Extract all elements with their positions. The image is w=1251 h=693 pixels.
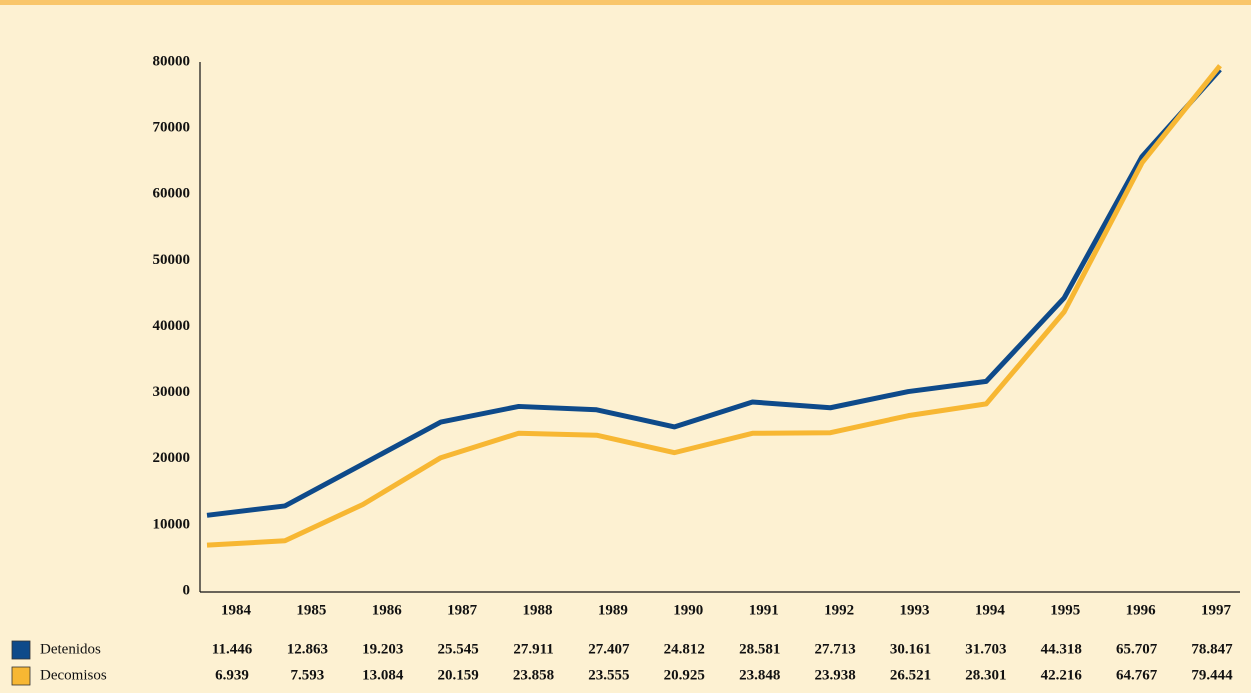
table-value: 78.847 (1191, 641, 1233, 657)
y-tick-label: 60000 (153, 186, 191, 202)
x-tick-label: 1997 (1201, 602, 1232, 618)
line-series (206, 64, 1222, 548)
table-value: 31.703 (965, 641, 1006, 657)
legend-label: Decomisos (40, 667, 107, 683)
table-value: 30.161 (890, 641, 931, 657)
table-value: 25.545 (438, 641, 479, 657)
y-tick-label: 0 (183, 582, 191, 598)
table-value: 27.407 (588, 641, 630, 657)
x-tick-label: 1990 (673, 602, 703, 618)
y-tick-label: 10000 (153, 516, 191, 532)
y-tick-label: 50000 (153, 252, 191, 268)
table-value: 64.767 (1116, 667, 1158, 683)
table-value: 27.713 (814, 641, 855, 657)
table-value: 42.216 (1041, 667, 1083, 683)
table-value: 13.084 (362, 667, 404, 683)
table-value: 12.863 (287, 641, 328, 657)
y-tick-label: 30000 (153, 384, 191, 400)
legend-label: Detenidos (40, 641, 101, 657)
x-tick-label: 1985 (296, 602, 326, 618)
x-tick-label: 1996 (1126, 602, 1157, 618)
table-value: 65.707 (1116, 641, 1158, 657)
table-value: 20.925 (664, 667, 705, 683)
x-tick-label: 1992 (824, 602, 854, 618)
x-tick-label: 1989 (598, 602, 628, 618)
table-value: 79.444 (1191, 667, 1233, 683)
y-tick-label: 70000 (153, 120, 191, 136)
table-value: 19.203 (362, 641, 403, 657)
x-tick-label: 1986 (372, 602, 403, 618)
x-tick-label: 1993 (899, 602, 929, 618)
legend-swatch (11, 666, 31, 686)
table-value: 23.555 (588, 667, 629, 683)
x-tick-label: 1984 (221, 602, 252, 618)
y-tick-label: 20000 (153, 450, 191, 466)
x-tick-label: 1987 (447, 602, 478, 618)
y-tick-label: 40000 (153, 318, 191, 334)
y-tick-label: 80000 (153, 53, 191, 69)
table-value: 23.848 (739, 667, 780, 683)
line-series (206, 67, 1222, 518)
legend-swatch (11, 640, 31, 660)
table-value: 23.858 (513, 667, 554, 683)
table-value: 20.159 (438, 667, 479, 683)
table-value: 6.939 (215, 667, 249, 683)
table-value: 11.446 (212, 641, 253, 657)
x-tick-label: 1991 (749, 602, 779, 618)
table-value: 7.593 (291, 667, 325, 683)
table-value: 28.581 (739, 641, 780, 657)
table-value: 26.521 (890, 667, 931, 683)
x-tick-label: 1995 (1050, 602, 1080, 618)
table-value: 27.911 (513, 641, 553, 657)
table-value: 23.938 (814, 667, 855, 683)
x-tick-label: 1988 (523, 602, 553, 618)
table-value: 28.301 (965, 667, 1006, 683)
top-stripe (0, 0, 1251, 5)
table-value: 44.318 (1041, 641, 1082, 657)
table-value: 24.812 (664, 641, 705, 657)
x-tick-label: 1994 (975, 602, 1006, 618)
